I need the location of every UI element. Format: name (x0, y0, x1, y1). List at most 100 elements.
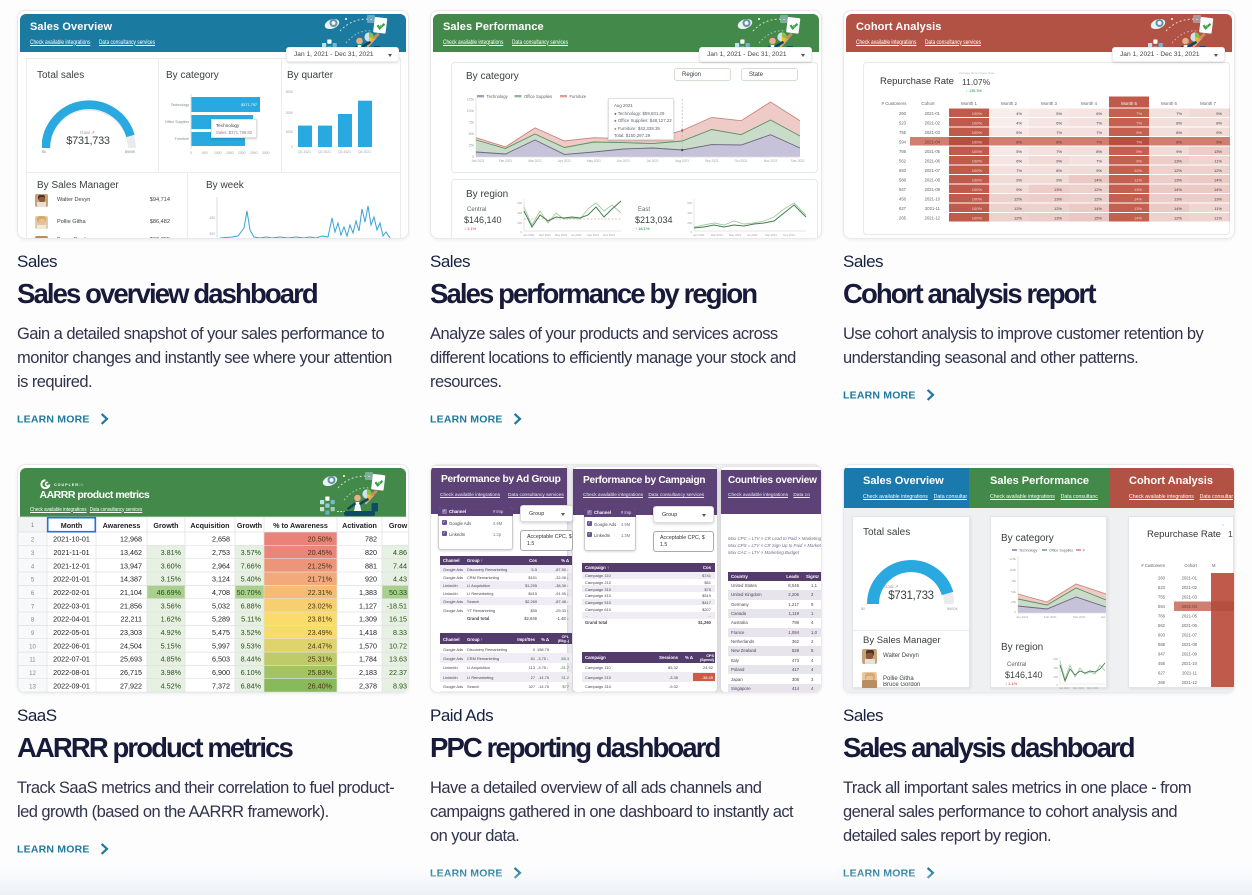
svg-text:2022-02-01: 2022-02-01 (53, 588, 90, 597)
svg-text:562: 562 (899, 158, 907, 163)
svg-text:0: 0 (472, 155, 474, 159)
svg-text:26.40%: 26.40% (308, 681, 333, 690)
svg-text:200: 200 (1053, 675, 1058, 679)
svg-text:Growth: Growth (153, 521, 178, 530)
svg-text:Mar 2021: Mar 2021 (528, 159, 542, 163)
svg-text:Office Supplies: Office Supplies (524, 94, 552, 99)
svg-text:2021-11: 2021-11 (1182, 671, 1198, 676)
svg-text:13: 13 (29, 684, 36, 690)
svg-text:1000: 1000 (214, 151, 222, 155)
svg-text:300: 300 (209, 232, 215, 236)
svg-text:Sep 2021: Sep 2021 (765, 233, 777, 237)
svg-text:Furniture: Furniture (570, 94, 587, 99)
svg-text:2021-07: 2021-07 (925, 168, 941, 173)
svg-text:22,211: 22,211 (121, 615, 142, 624)
svg-text:7%: 7% (1136, 120, 1142, 125)
svg-text:Jan 2021: Jan 2021 (523, 233, 535, 237)
svg-text:2021-05: 2021-05 (925, 149, 941, 154)
svg-text:6.10%: 6.10% (241, 668, 262, 677)
svg-text:# Customers: # Customers (882, 101, 908, 106)
svg-text:200: 200 (517, 221, 522, 225)
svg-text:3,124: 3,124 (212, 575, 230, 584)
svg-text:Month 2: Month 2 (1001, 101, 1017, 106)
svg-text:2021-03: 2021-03 (925, 130, 941, 135)
svg-text:2,658: 2,658 (212, 535, 230, 544)
svg-text:Q3 2021: Q3 2021 (338, 150, 351, 154)
svg-text:2000: 2000 (238, 151, 246, 155)
svg-text:13.63: 13.63 (389, 655, 407, 664)
svg-text:75k: 75k (1011, 579, 1016, 583)
svg-text:May 2021: May 2021 (555, 233, 568, 237)
svg-text:5.40%: 5.40% (241, 575, 262, 584)
svg-text:2021-02: 2021-02 (925, 120, 941, 125)
svg-text:7%: 7% (1136, 139, 1142, 144)
svg-text:5,475: 5,475 (212, 628, 230, 637)
svg-text:Nov 2021: Nov 2021 (603, 233, 615, 237)
svg-text:1: 1 (31, 523, 35, 529)
svg-text:% to Awareness: % to Awareness (273, 521, 328, 530)
svg-text:Activation: Activation (342, 521, 377, 530)
svg-text:May 2021: May 2021 (1087, 686, 1099, 690)
svg-text:2022-04-01: 2022-04-01 (53, 615, 90, 624)
svg-text:8%: 8% (1016, 139, 1022, 144)
svg-text:2000: 2000 (285, 111, 293, 115)
svg-text:9%: 9% (1056, 158, 1062, 163)
svg-text:Office Supplies: Office Supplies (1049, 549, 1073, 553)
svg-text:10: 10 (29, 644, 36, 650)
svg-text:2021-10: 2021-10 (925, 196, 941, 201)
svg-text:COUPLER: COUPLER (54, 483, 79, 487)
svg-text:0: 0 (1056, 683, 1058, 687)
svg-text:4.43: 4.43 (393, 575, 407, 584)
svg-text:13%: 13% (1174, 177, 1182, 182)
svg-text:0: 0 (190, 151, 192, 155)
svg-text:6,503: 6,503 (212, 655, 230, 664)
svg-text:588: 588 (1158, 642, 1166, 647)
svg-text:2021-09: 2021-09 (1182, 652, 1198, 657)
svg-text:2021-08: 2021-08 (925, 177, 941, 182)
svg-text:27,922: 27,922 (120, 681, 142, 690)
svg-text:523: 523 (899, 120, 907, 125)
svg-text:12%: 12% (1174, 215, 1182, 220)
svg-text:7%: 7% (1056, 149, 1062, 154)
svg-text:12,968: 12,968 (120, 535, 142, 544)
svg-text:50k: 50k (1011, 590, 1016, 594)
svg-text:Feb 2021: Feb 2021 (499, 159, 513, 163)
svg-text:Aug 2021: Aug 2021 (675, 159, 689, 163)
svg-text:9%: 9% (1016, 187, 1022, 192)
svg-text:14%: 14% (1174, 206, 1182, 211)
svg-text:Nov 2021: Nov 2021 (764, 159, 778, 163)
svg-text:24.47%: 24.47% (308, 641, 333, 650)
svg-text:7,372: 7,372 (212, 681, 230, 690)
svg-text:3.56%: 3.56% (161, 601, 182, 610)
svg-text:Sep 2021: Sep 2021 (587, 233, 599, 237)
svg-text:12%: 12% (1014, 196, 1022, 201)
svg-text:Month: Month (61, 521, 83, 530)
svg-text:23,303: 23,303 (120, 628, 142, 637)
svg-text:755: 755 (1158, 595, 1166, 600)
svg-text:Growth: Growth (237, 521, 262, 530)
svg-text:12%: 12% (1214, 168, 1222, 173)
svg-text:13%: 13% (1054, 187, 1062, 192)
svg-text:100%: 100% (972, 111, 983, 116)
svg-text:1,418: 1,418 (359, 628, 377, 637)
svg-text:1,127: 1,127 (359, 601, 377, 610)
svg-text:100%: 100% (972, 139, 983, 144)
svg-text:2021-01: 2021-01 (1182, 576, 1198, 581)
svg-text:13%: 13% (1054, 196, 1062, 201)
svg-text:14%: 14% (1094, 206, 1102, 211)
svg-text:100%: 100% (972, 149, 983, 154)
svg-text:2022-09-01: 2022-09-01 (53, 681, 90, 690)
svg-text:Apr 2021: Apr 2021 (558, 159, 571, 163)
svg-text:9%: 9% (1216, 130, 1222, 135)
svg-text:Sep 2021: Sep 2021 (705, 159, 719, 163)
svg-text:12%: 12% (1054, 206, 1062, 211)
svg-text:2021-09: 2021-09 (925, 187, 941, 192)
svg-text:6%: 6% (1056, 120, 1062, 125)
svg-text:Jul 2021: Jul 2021 (571, 233, 582, 237)
svg-text:6,900: 6,900 (212, 668, 230, 677)
svg-text:Awareness: Awareness (103, 521, 141, 530)
svg-text:400: 400 (209, 216, 215, 220)
svg-text:14%: 14% (1214, 187, 1222, 192)
svg-text:693: 693 (1158, 633, 1166, 638)
svg-text:# Customers: # Customers (1141, 563, 1165, 568)
